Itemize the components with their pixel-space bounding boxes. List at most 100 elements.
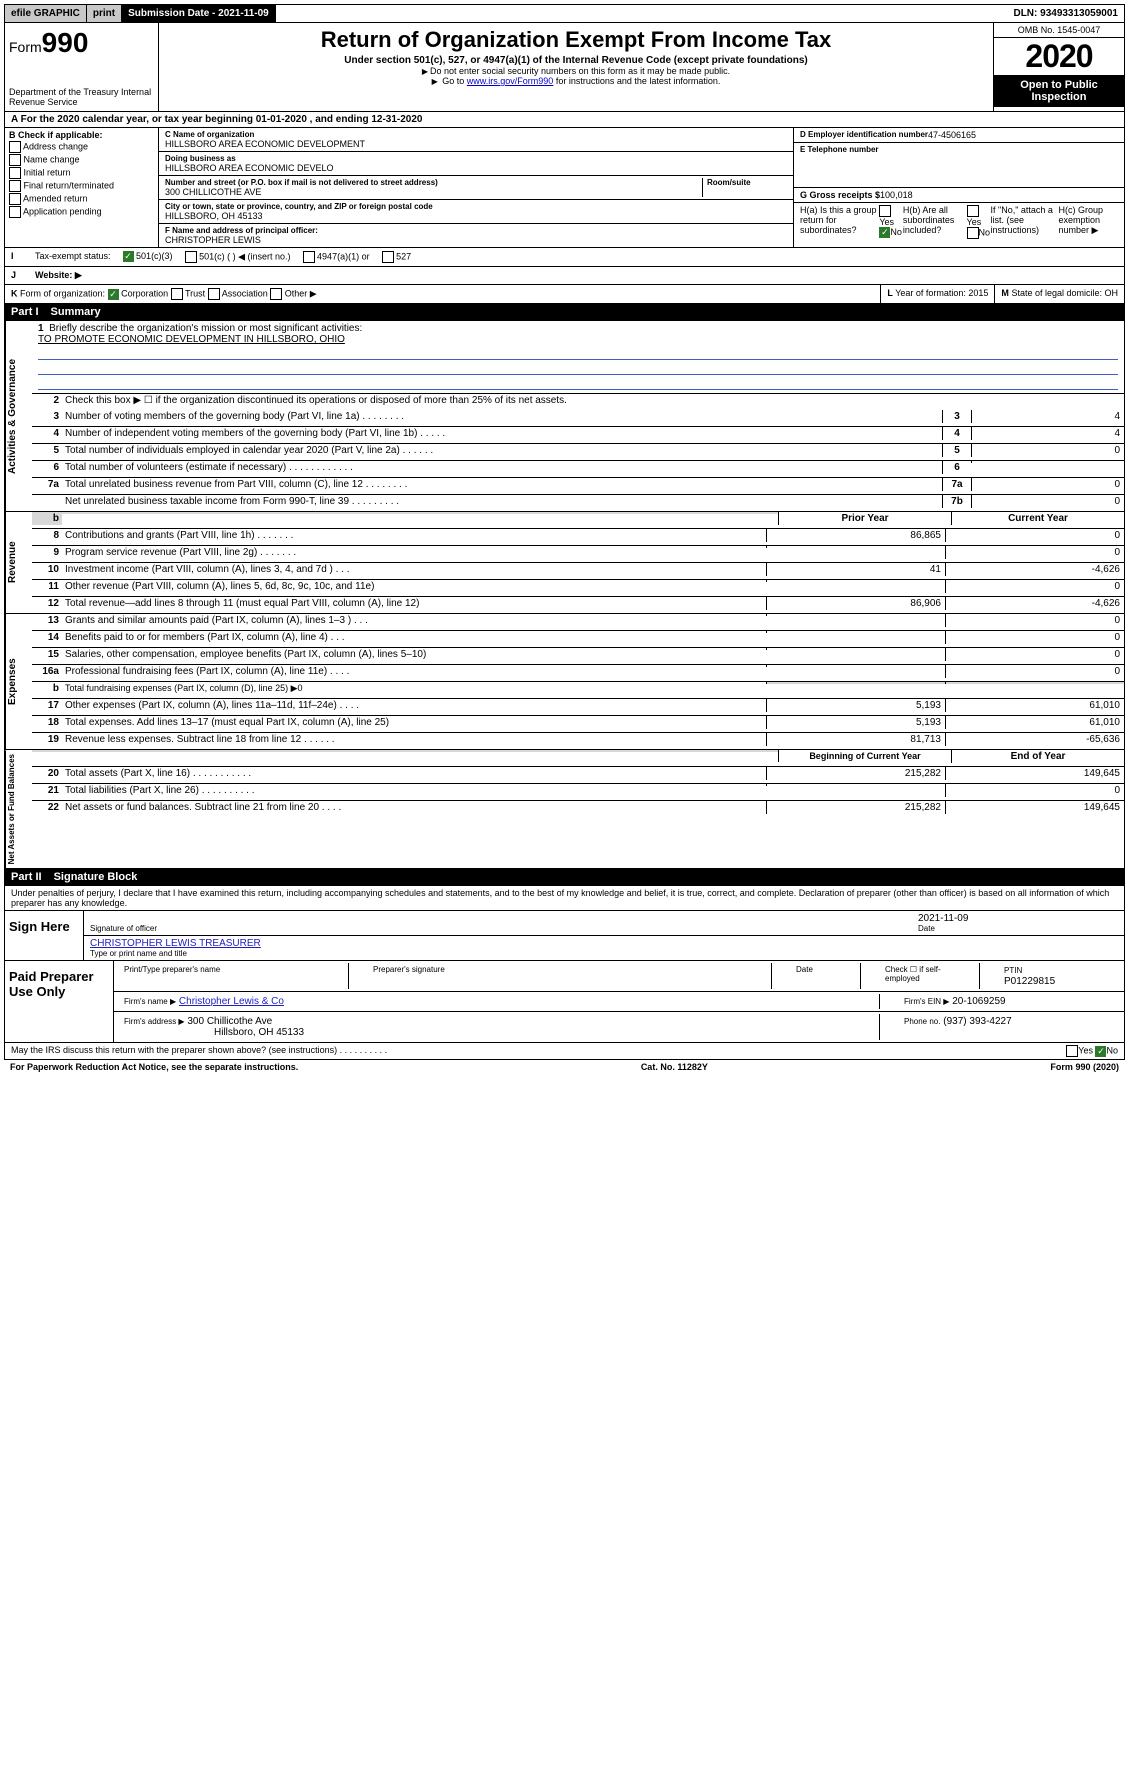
sig-date: 2021-11-09 xyxy=(918,913,1118,924)
line14: Benefits paid to or for members (Part IX… xyxy=(62,631,766,644)
line1-label: Briefly describe the organization's miss… xyxy=(49,323,362,334)
irs-link[interactable]: www.irs.gov/Form990 xyxy=(467,76,554,86)
line7b: Net unrelated business taxable income fr… xyxy=(62,495,942,508)
prep-h5: PTIN xyxy=(1004,966,1022,975)
c19: -65,636 xyxy=(945,733,1124,746)
chk-app-pending[interactable]: Application pending xyxy=(9,206,154,218)
dept-treasury: Department of the Treasury Internal Reve… xyxy=(9,87,154,107)
box-h: H(a) Is this a group return for subordin… xyxy=(794,203,1124,247)
tax-year-text: For the 2020 calendar year, or tax year … xyxy=(21,114,423,125)
line21: Total liabilities (Part X, line 26) . . … xyxy=(62,784,766,797)
line19: Revenue less expenses. Subtract line 18 … xyxy=(62,733,766,746)
527-check[interactable]: 527 xyxy=(376,248,418,266)
p19: 81,713 xyxy=(766,733,945,746)
chk-name-change[interactable]: Name change xyxy=(9,154,154,166)
4947-check[interactable]: 4947(a)(1) or xyxy=(297,248,376,266)
perjury-text: Under penalties of perjury, I declare th… xyxy=(4,886,1125,911)
val7b: 0 xyxy=(971,495,1124,508)
prep-h3: Date xyxy=(792,963,861,989)
discuss-yes[interactable] xyxy=(1066,1045,1078,1057)
ha-no[interactable]: ✓ xyxy=(879,227,890,238)
sig-date-lab: Date xyxy=(918,924,1118,933)
val7a: 0 xyxy=(971,478,1124,491)
c9: 0 xyxy=(945,546,1124,559)
line5: Total number of individuals employed in … xyxy=(62,444,942,457)
p18: 5,193 xyxy=(766,716,945,729)
city-state-zip: HILLSBORO, OH 45133 xyxy=(165,211,787,221)
chk-amended[interactable]: Amended return xyxy=(9,193,154,205)
p21 xyxy=(766,784,945,786)
hdr-curr: Current Year xyxy=(951,512,1124,525)
net-assets-section: Net Assets or Fund Balances Beginning of… xyxy=(4,750,1125,869)
line20: Total assets (Part X, line 16) . . . . .… xyxy=(62,767,766,780)
mission-box: 1 Briefly describe the organization's mi… xyxy=(32,321,1124,393)
c16a: 0 xyxy=(945,665,1124,678)
sign-here-label: Sign Here xyxy=(5,911,84,960)
ha-yes[interactable] xyxy=(879,205,891,217)
p8: 86,865 xyxy=(766,529,945,542)
officer-name-link[interactable]: CHRISTOPHER LEWIS TREASURER xyxy=(90,938,261,949)
501c-check[interactable]: 501(c) ( ) ◀ (insert no.) xyxy=(179,248,297,266)
dba-name: HILLSBORO AREA ECONOMIC DEVELO xyxy=(165,163,787,173)
line9: Program service revenue (Part VIII, line… xyxy=(62,546,766,559)
c8: 0 xyxy=(945,529,1124,542)
form-org-label: Form of organization: xyxy=(20,288,105,298)
print-button[interactable]: print xyxy=(87,5,122,22)
org-name-cell: C Name of organization HILLSBORO AREA EC… xyxy=(159,128,793,152)
firm-addr: 300 Chillicothe Ave xyxy=(187,1016,272,1027)
hb-yes[interactable] xyxy=(967,205,979,217)
firm-phone: (937) 393-4227 xyxy=(943,1016,1011,1027)
prep-h4: Check ☐ if self-employed xyxy=(881,963,980,989)
vtab-na: Net Assets or Fund Balances xyxy=(5,750,32,868)
form-word: Form xyxy=(9,39,42,55)
officer-name: CHRISTOPHER LEWIS xyxy=(165,235,787,245)
firm-ein: 20-1069259 xyxy=(952,996,1005,1007)
gross-receipts-cell: G Gross receipts $ 100,018 xyxy=(794,188,1124,203)
chk-final-return[interactable]: Final return/terminated xyxy=(9,180,154,192)
goto-pre: Go to xyxy=(442,76,467,86)
box-b: B Check if applicable: Address change Na… xyxy=(5,128,159,247)
ssn-note: Do not enter social security numbers on … xyxy=(165,66,987,76)
c14: 0 xyxy=(945,631,1124,644)
hc-text: H(c) Group exemption number ▶ xyxy=(1058,205,1118,245)
line13: Grants and similar amounts paid (Part IX… xyxy=(62,614,766,627)
pra-notice: For Paperwork Reduction Act Notice, see … xyxy=(10,1062,298,1072)
org-name: HILLSBORO AREA ECONOMIC DEVELOPMENT xyxy=(165,139,787,149)
501c3-check[interactable]: ✓ 501(c)(3) xyxy=(117,248,179,266)
c13: 0 xyxy=(945,614,1124,627)
expenses-section: Expenses 13Grants and similar amounts pa… xyxy=(4,614,1125,750)
efile-label: efile GRAPHIC xyxy=(5,5,87,22)
discuss-no[interactable]: ✓ xyxy=(1095,1046,1106,1057)
p16a xyxy=(766,665,945,667)
p22: 215,282 xyxy=(766,801,945,814)
firm-addr2: Hillsboro, OH 45133 xyxy=(214,1027,304,1038)
vtab-rev: Revenue xyxy=(5,512,32,613)
city-cell: City or town, state or province, country… xyxy=(159,200,793,224)
p9 xyxy=(766,546,945,548)
form-subtitle: Under section 501(c), 527, or 4947(a)(1)… xyxy=(165,55,987,66)
prep-header-row: Print/Type preparer's name Preparer's si… xyxy=(114,961,1124,992)
dba-cell: Doing business as HILLSBORO AREA ECONOMI… xyxy=(159,152,793,176)
paid-prep-label: Paid Preparer Use Only xyxy=(5,961,114,1042)
p10: 41 xyxy=(766,563,945,576)
p13 xyxy=(766,614,945,616)
form-ref: Form 990 (2020) xyxy=(1050,1062,1119,1072)
tax-year: 2020 xyxy=(994,38,1124,75)
line18: Total expenses. Add lines 13–17 (must eq… xyxy=(62,716,766,729)
corp-check[interactable]: ✓ xyxy=(108,289,119,300)
firm-name-link[interactable]: Christopher Lewis & Co xyxy=(179,996,284,1007)
hb-note: If "No," attach a list. (see instruction… xyxy=(991,205,1059,245)
row-k: K Form of organization: ✓ Corporation Tr… xyxy=(4,285,1125,304)
goto-post: for instructions and the latest informat… xyxy=(553,76,720,86)
prep-h1: Print/Type preparer's name xyxy=(120,963,349,989)
trust-check[interactable] xyxy=(171,288,183,300)
other-check[interactable] xyxy=(270,288,282,300)
assoc-check[interactable] xyxy=(208,288,220,300)
tax-year-row: A For the 2020 calendar year, or tax yea… xyxy=(4,112,1125,128)
hb-no[interactable] xyxy=(967,227,979,239)
chk-initial-return[interactable]: Initial return xyxy=(9,167,154,179)
line8: Contributions and grants (Part VIII, lin… xyxy=(62,529,766,542)
line11: Other revenue (Part VIII, column (A), li… xyxy=(62,580,766,593)
chk-address-change[interactable]: Address change xyxy=(9,141,154,153)
state-domicile: State of legal domicile: OH xyxy=(1011,288,1118,298)
